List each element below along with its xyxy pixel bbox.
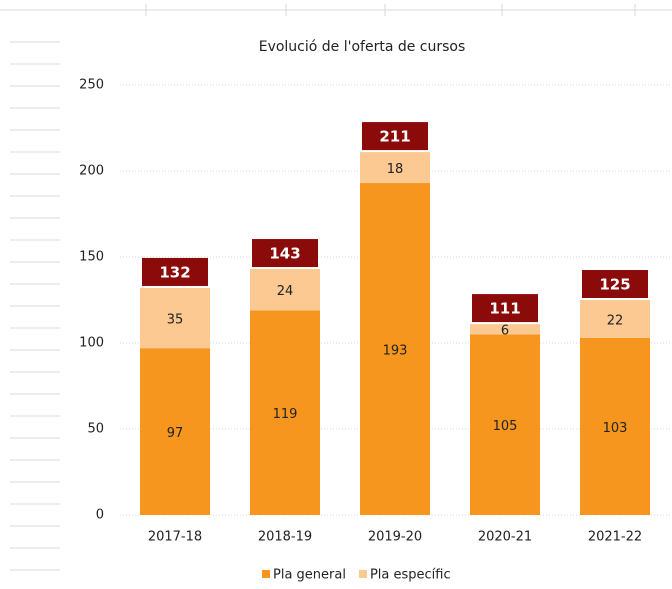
data-label: 35 [167, 313, 184, 328]
total-box [362, 122, 428, 151]
data-label: 18 [387, 162, 404, 177]
bar-segment [360, 183, 430, 516]
y-tick-label: 100 [79, 336, 104, 351]
y-tick-label: 50 [87, 422, 104, 437]
legend-swatch [358, 570, 367, 578]
sheet-decoration [0, 4, 672, 571]
total-box [252, 239, 318, 268]
x-tick-label: 2021-22 [588, 530, 642, 545]
bar-segment [470, 324, 540, 335]
data-label: 105 [493, 419, 518, 434]
total-label: 132 [159, 263, 190, 281]
x-tick-label: 2020-21 [478, 530, 532, 545]
y-tick-label: 250 [79, 78, 104, 93]
chart-title: Evolució de l'oferta de cursos [259, 39, 466, 55]
total-label: 125 [599, 276, 630, 294]
bar-segment [140, 348, 210, 515]
data-label: 6 [501, 324, 509, 339]
data-label: 119 [273, 407, 298, 422]
data-label: 193 [383, 344, 408, 359]
bar-segment [250, 310, 320, 515]
bar-segment [140, 287, 210, 349]
total-label: 211 [379, 128, 410, 146]
data-label: 97 [167, 426, 184, 441]
x-tick-label: 2019-20 [368, 530, 422, 545]
total-label: 111 [489, 300, 520, 318]
y-tick-label: 0 [96, 508, 104, 523]
legend-label: Pla específic [370, 568, 451, 583]
data-label: 22 [607, 313, 624, 328]
x-tick-label: 2017-18 [148, 530, 202, 545]
bar-segment [250, 269, 320, 311]
y-tick-label: 150 [79, 250, 104, 265]
data-label: 24 [277, 284, 294, 299]
total-box [472, 294, 538, 323]
bar-segment [580, 300, 650, 338]
bar-segment [580, 337, 650, 515]
x-tick-label: 2018-19 [258, 530, 312, 545]
data-label: 103 [603, 421, 628, 436]
bar-segment [360, 152, 430, 184]
y-tick-label: 200 [79, 164, 104, 179]
legend-label: Pla general [273, 568, 346, 583]
legend-swatch [262, 570, 270, 578]
total-box [582, 270, 648, 298]
total-box [142, 257, 208, 286]
total-label: 143 [269, 245, 300, 263]
bar-segment [470, 334, 540, 515]
